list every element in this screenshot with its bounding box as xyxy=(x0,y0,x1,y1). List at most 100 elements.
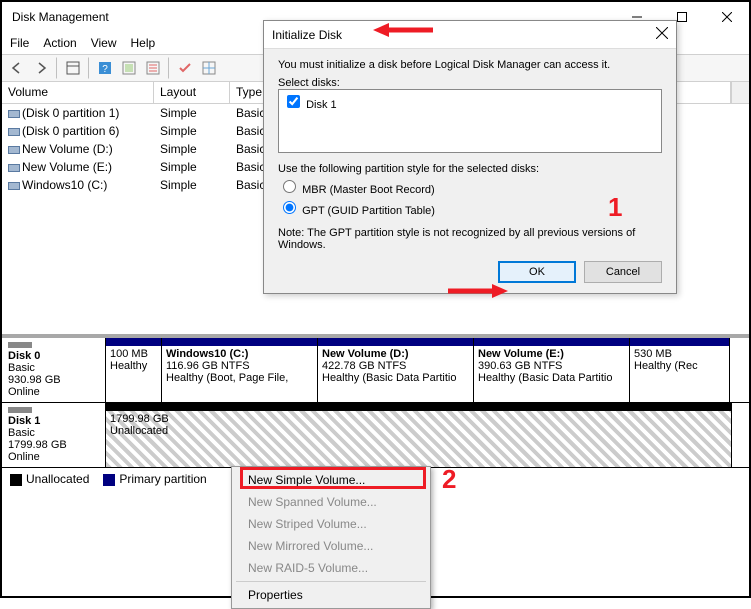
annotation-box xyxy=(240,467,426,489)
ok-button[interactable]: OK xyxy=(498,261,576,283)
menu-item: New Mirrored Volume... xyxy=(232,535,430,557)
partition-size: 422.78 GB NTFS xyxy=(322,360,469,372)
partition-status: Unallocated xyxy=(110,425,727,437)
disk-partitions: 1799.98 GBUnallocated xyxy=(106,403,749,467)
menu-file[interactable]: File xyxy=(10,36,29,50)
menu-divider xyxy=(236,581,426,582)
partition-label: New Volume (D:) xyxy=(322,348,469,360)
menu-properties[interactable]: Properties xyxy=(232,584,430,606)
svg-text:?: ? xyxy=(102,64,108,75)
partition-size: 1799.98 GB xyxy=(110,413,727,425)
annotation-number-2: 2 xyxy=(442,464,456,495)
volume-name: (Disk 0 partition 6) xyxy=(2,124,154,138)
partition-bar xyxy=(106,403,731,411)
select-disks-label: Select disks: xyxy=(278,77,662,89)
grid-icon[interactable] xyxy=(198,57,220,79)
mbr-radio[interactable]: MBR (Master Boot Record) xyxy=(278,184,435,196)
partition-style-label: Use the following partition style for th… xyxy=(278,163,662,175)
legend-unallocated: Unallocated xyxy=(10,472,89,486)
list-icon[interactable] xyxy=(142,57,164,79)
toolbar-separator xyxy=(88,57,90,79)
volume-name: (Disk 0 partition 1) xyxy=(2,106,154,120)
toolbar-view-icon[interactable] xyxy=(62,57,84,79)
dialog-note: Note: The GPT partition style is not rec… xyxy=(278,227,662,251)
partition-status: Healthy (Basic Data Partitio xyxy=(322,372,469,384)
toolbar-separator xyxy=(168,57,170,79)
partition-size: 390.63 GB NTFS xyxy=(478,360,625,372)
partition-bar xyxy=(162,338,317,346)
drive-icon xyxy=(8,164,20,172)
menu-view[interactable]: View xyxy=(91,36,117,50)
partition-label: Windows10 (C:) xyxy=(166,348,313,360)
partition-bar xyxy=(106,338,161,346)
menu-action[interactable]: Action xyxy=(43,36,76,50)
disk-partitions: 100 MBHealthyWindows10 (C:)116.96 GB NTF… xyxy=(106,338,749,402)
disk-status: Online xyxy=(8,451,99,463)
volume-layout: Simple xyxy=(154,124,230,138)
col-layout[interactable]: Layout xyxy=(154,82,230,103)
dialog-titlebar: Initialize Disk xyxy=(264,21,676,49)
cancel-button[interactable]: Cancel xyxy=(584,261,662,283)
partition-size: 530 MB xyxy=(634,348,725,360)
forward-button[interactable] xyxy=(30,57,52,79)
partition-box[interactable]: New Volume (E:)390.63 GB NTFSHealthy (Ba… xyxy=(474,338,630,402)
volume-name: Windows10 (C:) xyxy=(2,178,154,192)
partition-bar xyxy=(318,338,473,346)
refresh-icon[interactable] xyxy=(118,57,140,79)
volume-name: New Volume (D:) xyxy=(2,142,154,156)
disk-status: Online xyxy=(8,386,99,398)
partition-status: Healthy (Rec xyxy=(634,360,725,372)
disk1-checkbox[interactable] xyxy=(287,95,300,108)
col-volume[interactable]: Volume xyxy=(2,82,154,103)
menu-item: New Striped Volume... xyxy=(232,513,430,535)
initialize-disk-dialog: Initialize Disk You must initialize a di… xyxy=(263,20,677,294)
drive-icon xyxy=(8,128,20,136)
legend-primary: Primary partition xyxy=(103,472,206,486)
annotation-number-1: 1 xyxy=(608,192,622,223)
volume-name: New Volume (E:) xyxy=(2,160,154,174)
disk-type: Basic xyxy=(8,427,99,439)
menu-item: New Spanned Volume... xyxy=(232,491,430,513)
menu-item: New RAID-5 Volume... xyxy=(232,557,430,579)
partition-box[interactable]: 100 MBHealthy xyxy=(106,338,162,402)
gpt-radio[interactable]: GPT (GUID Partition Table) xyxy=(278,205,435,217)
disk-size: 1799.98 GB xyxy=(8,439,99,451)
drive-icon xyxy=(8,182,20,190)
disk-icon xyxy=(8,407,32,413)
partition-box[interactable]: 1799.98 GBUnallocated xyxy=(106,403,732,467)
disk-info[interactable]: Disk 1Basic1799.98 GBOnline xyxy=(2,403,106,467)
check-icon[interactable] xyxy=(174,57,196,79)
partition-bar xyxy=(474,338,629,346)
partition-box[interactable]: New Volume (D:)422.78 GB NTFSHealthy (Ba… xyxy=(318,338,474,402)
partition-status: Healthy (Boot, Page File, xyxy=(166,372,313,384)
menu-help[interactable]: Help xyxy=(131,36,156,50)
disk-type: Basic xyxy=(8,362,99,374)
close-button[interactable] xyxy=(704,2,749,32)
dialog-intro: You must initialize a disk before Logica… xyxy=(278,59,662,71)
back-button[interactable] xyxy=(6,57,28,79)
drive-icon xyxy=(8,146,20,154)
disk-select-list[interactable]: Disk 1 xyxy=(278,89,662,153)
volume-layout: Simple xyxy=(154,178,230,192)
annotation-arrow xyxy=(448,281,508,301)
annotation-arrow xyxy=(373,20,433,40)
partition-box[interactable]: Windows10 (C:)116.96 GB NTFSHealthy (Boo… xyxy=(162,338,318,402)
help-icon[interactable]: ? xyxy=(94,57,116,79)
scroll-track[interactable] xyxy=(731,82,749,103)
partition-status: Healthy (Basic Data Partitio xyxy=(478,372,625,384)
disk-row: Disk 1Basic1799.98 GBOnline1799.98 GBUna… xyxy=(2,403,749,468)
dialog-title: Initialize Disk xyxy=(272,28,342,42)
disk-size: 930.98 GB xyxy=(8,374,99,386)
dialog-close-icon[interactable] xyxy=(656,27,668,42)
volume-layout: Simple xyxy=(154,142,230,156)
partition-size: 100 MB xyxy=(110,348,157,360)
disk-panel: Disk 0Basic930.98 GBOnline100 MBHealthyW… xyxy=(2,334,749,468)
disk-checkbox-item[interactable]: Disk 1 xyxy=(283,99,337,111)
disk-label: Disk 0 xyxy=(8,350,99,362)
drive-icon xyxy=(8,110,20,118)
partition-label: New Volume (E:) xyxy=(478,348,625,360)
disk-info[interactable]: Disk 0Basic930.98 GBOnline xyxy=(2,338,106,402)
partition-status: Healthy xyxy=(110,360,157,372)
partition-box[interactable]: 530 MBHealthy (Rec xyxy=(630,338,730,402)
disk-label: Disk 1 xyxy=(8,415,99,427)
